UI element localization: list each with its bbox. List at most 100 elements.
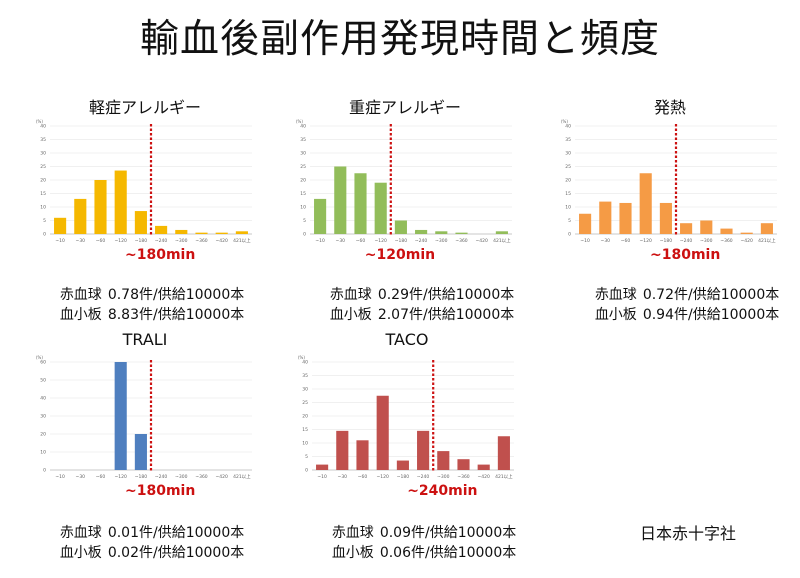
x-tick-label: ~60 bbox=[96, 474, 106, 480]
stat-label: 血小板 bbox=[329, 307, 372, 323]
x-tick-label: ~360 bbox=[455, 238, 467, 244]
y-tick-label: 15 bbox=[40, 191, 46, 197]
bar bbox=[74, 198, 87, 234]
x-tick-label: ~180 bbox=[397, 474, 409, 480]
bar bbox=[356, 440, 369, 470]
stat-red-cells: 赤血球 0.01件/供給10000本 bbox=[42, 506, 244, 558]
panel-title: TRALI bbox=[122, 330, 168, 349]
bar bbox=[334, 166, 347, 234]
stat-platelets: 血小板 8.83件/供給10000本 bbox=[42, 288, 244, 340]
x-tick-label: ~420 bbox=[216, 238, 228, 244]
y-tick-label: 5 bbox=[568, 218, 571, 224]
x-tick-label: ~60 bbox=[356, 238, 366, 244]
y-tick-label: 40 bbox=[302, 360, 308, 366]
x-tick-label: ~240 bbox=[680, 238, 692, 244]
stat-value: 0.09件/供給10000本 bbox=[379, 525, 517, 541]
y-axis-unit: (%) bbox=[561, 119, 568, 124]
bar bbox=[495, 231, 508, 234]
y-tick-label: 35 bbox=[302, 373, 308, 379]
y-tick-label: 25 bbox=[40, 164, 46, 170]
panel-title: 軽症アレルギー bbox=[88, 98, 201, 117]
y-axis-unit: (%) bbox=[296, 119, 303, 124]
x-tick-label: ~60 bbox=[621, 238, 631, 244]
x-tick-label: 421以上 bbox=[495, 473, 513, 480]
y-tick-label: 30 bbox=[300, 151, 306, 157]
x-tick-label: ~30 bbox=[76, 474, 86, 480]
y-tick-label: 35 bbox=[565, 137, 571, 143]
y-tick-label: 40 bbox=[565, 124, 571, 130]
bar bbox=[394, 220, 407, 234]
bar bbox=[417, 430, 430, 470]
bar bbox=[336, 430, 349, 470]
x-tick-label: ~300 bbox=[700, 238, 712, 244]
bar bbox=[437, 451, 450, 470]
y-tick-label: 5 bbox=[43, 218, 46, 224]
organization-name: 日本赤十字社 bbox=[640, 524, 737, 543]
x-tick-label: ~360 bbox=[457, 474, 469, 480]
stat-label: 血小板 bbox=[59, 545, 102, 561]
x-tick-label: ~420 bbox=[478, 474, 490, 480]
bar bbox=[415, 229, 428, 234]
bar bbox=[215, 232, 228, 234]
stat-value: 0.29件/供給10000本 bbox=[377, 287, 515, 303]
x-tick-label: 421以上 bbox=[233, 237, 251, 244]
x-tick-label: ~360 bbox=[720, 238, 732, 244]
stat-label: 赤血球 bbox=[59, 525, 102, 541]
x-tick-label: ~360 bbox=[195, 238, 207, 244]
x-tick-label: ~240 bbox=[155, 238, 167, 244]
stat-platelets: 血小板 2.07件/供給10000本 bbox=[312, 288, 514, 340]
y-tick-label: 25 bbox=[300, 164, 306, 170]
y-tick-label: 0 bbox=[303, 232, 306, 238]
stat-label: 血小板 bbox=[594, 307, 637, 323]
y-tick-label: 40 bbox=[40, 124, 46, 130]
stat-label: 赤血球 bbox=[329, 287, 372, 303]
y-tick-label: 10 bbox=[565, 205, 571, 211]
x-tick-label: ~300 bbox=[437, 474, 449, 480]
stat-value: 0.94件/供給10000本 bbox=[642, 307, 780, 323]
x-tick-label: ~180 bbox=[135, 238, 147, 244]
bar bbox=[94, 180, 107, 234]
x-tick-label: 421以上 bbox=[493, 237, 511, 244]
stat-red-cells: 赤血球 0.72件/供給10000本 bbox=[577, 268, 779, 320]
bar bbox=[175, 229, 188, 234]
bar bbox=[155, 225, 168, 234]
x-tick-label: ~60 bbox=[96, 238, 106, 244]
stat-platelets: 血小板 0.02件/供給10000本 bbox=[42, 526, 244, 578]
x-tick-label: ~420 bbox=[216, 474, 228, 480]
bar bbox=[477, 464, 490, 470]
x-tick-label: ~30 bbox=[336, 238, 346, 244]
x-tick-label: ~120 bbox=[115, 474, 127, 480]
x-tick-label: ~30 bbox=[601, 238, 611, 244]
bar bbox=[114, 362, 127, 470]
bar bbox=[316, 464, 329, 470]
bar bbox=[579, 213, 592, 234]
panel-mild-allergy: 軽症アレルギー (%) 0 5 10 15 20 25 30 35 40 ~10 ~30 ~60 ~120… bbox=[30, 94, 260, 323]
y-tick-label: 35 bbox=[40, 137, 46, 143]
bar bbox=[720, 228, 733, 234]
stat-value: 0.02件/供給10000本 bbox=[107, 545, 245, 561]
x-tick-label: ~30 bbox=[338, 474, 348, 480]
bar bbox=[134, 211, 147, 234]
y-tick-label: 25 bbox=[565, 164, 571, 170]
x-tick-label: ~300 bbox=[175, 474, 187, 480]
bar bbox=[235, 231, 248, 234]
stat-label: 赤血球 bbox=[331, 525, 374, 541]
x-tick-label: ~10 bbox=[315, 238, 325, 244]
stat-label: 赤血球 bbox=[594, 287, 637, 303]
chart-mild-allergy: (%) 0 5 10 15 20 25 30 35 40 ~10 ~30 ~60 ~120 ~180 ~240… bbox=[36, 119, 252, 263]
bar bbox=[134, 434, 147, 470]
y-tick-label: 15 bbox=[300, 191, 306, 197]
bar bbox=[54, 217, 67, 234]
x-tick-label: ~10 bbox=[55, 238, 65, 244]
stat-label: 血小板 bbox=[331, 545, 374, 561]
y-axis-unit: (%) bbox=[36, 119, 43, 124]
x-tick-label: ~120 bbox=[375, 238, 387, 244]
chart-trali: (%) 0 10 20 30 40 50 60 ~10 ~30 ~60 ~120 ~180 ~240 ~30… bbox=[36, 355, 252, 499]
x-tick-label: ~240 bbox=[155, 474, 167, 480]
stat-value: 0.72件/供給10000本 bbox=[642, 287, 780, 303]
panel-title: 重症アレルギー bbox=[348, 98, 461, 117]
x-tick-label: ~120 bbox=[377, 474, 389, 480]
x-tick-label: ~10 bbox=[55, 474, 65, 480]
cutoff-label: ~180min bbox=[125, 247, 195, 263]
panel-taco: TACO (%) 0 5 10 15 20 25 30 35 40 ~10 ~30 ~60 ~120 ~18… bbox=[292, 330, 522, 561]
